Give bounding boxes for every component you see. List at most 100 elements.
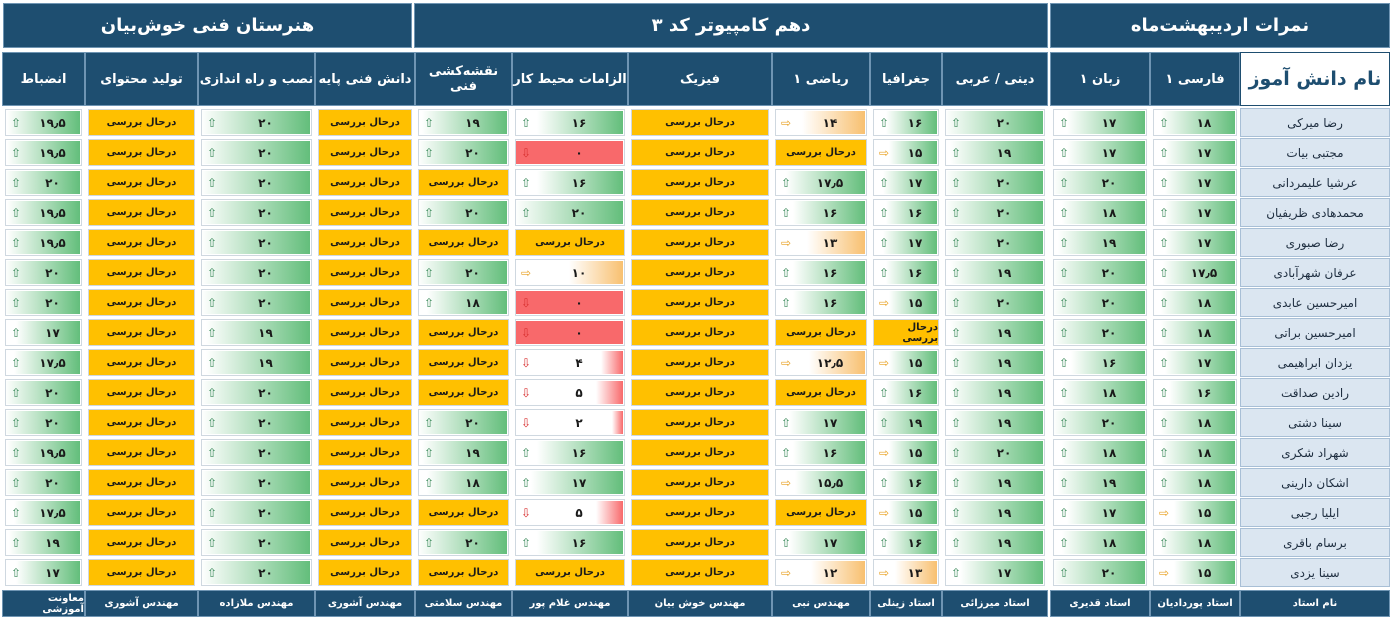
grade-cell-naghshe[interactable]: درحال بررسی [418, 169, 509, 196]
grade-cell-riazi[interactable]: ⇨ ۱۲ [775, 559, 867, 586]
grade-cell-farsi[interactable]: ⇧ ۱۷ [1153, 229, 1237, 256]
grade-cell-fizik[interactable]: درحال بررسی [631, 499, 769, 526]
grade-cell-fizik[interactable]: درحال بررسی [631, 169, 769, 196]
grade-cell-fizik[interactable]: درحال بررسی [631, 289, 769, 316]
grade-cell-naghshe[interactable]: درحال بررسی [418, 349, 509, 376]
grade-cell-enzebat[interactable]: ⇧ ۱۷٫۵ [5, 499, 82, 526]
grade-cell-enzebat[interactable]: ⇧ ۲۰ [5, 379, 82, 406]
grade-cell-joghrafia[interactable]: ⇨ ۱۵ [873, 289, 939, 316]
grade-cell-dini[interactable]: ⇧ ۲۰ [945, 109, 1045, 136]
grade-cell-enzebat[interactable]: ⇧ ۱۹٫۵ [5, 229, 82, 256]
grade-cell-joghrafia[interactable]: ⇨ ۱۵ [873, 139, 939, 166]
grade-cell-zaban[interactable]: ⇧ ۲۰ [1053, 169, 1147, 196]
grade-cell-nasb[interactable]: ⇧ ۲۰ [201, 169, 312, 196]
column-header-tolid[interactable]: تولید محتوای [85, 52, 198, 106]
grade-cell-danesh[interactable]: درحال بررسی [318, 379, 412, 406]
grade-cell-zaban[interactable]: ⇧ ۱۷ [1053, 499, 1147, 526]
grade-cell-riazi[interactable]: ⇧ ۱۶ [775, 439, 867, 466]
grade-cell-riazi[interactable]: ⇨ ۱۲٫۵ [775, 349, 867, 376]
grade-cell-joghrafia[interactable]: ⇨ ۱۵ [873, 499, 939, 526]
grade-cell-nasb[interactable]: ⇧ ۲۰ [201, 469, 312, 496]
grade-cell-naghshe[interactable]: ⇧ ۱۸ [418, 289, 509, 316]
grade-cell-danesh[interactable]: درحال بررسی [318, 529, 412, 556]
grade-cell-elzamat[interactable]: ⇧ ۱۶ [515, 169, 625, 196]
grade-cell-zaban[interactable]: ⇧ ۲۰ [1053, 259, 1147, 286]
grade-cell-farsi[interactable]: ⇨ ۱۵ [1153, 559, 1237, 586]
grade-cell-nasb[interactable]: ⇧ ۲۰ [201, 559, 312, 586]
grade-cell-danesh[interactable]: درحال بررسی [318, 229, 412, 256]
grade-cell-joghrafia[interactable]: ⇧ ۱۹ [873, 409, 939, 436]
grade-cell-dini[interactable]: ⇧ ۱۹ [945, 349, 1045, 376]
grade-cell-danesh[interactable]: درحال بررسی [318, 559, 412, 586]
column-header-elzamat[interactable]: الزامات محیط کار [512, 52, 628, 106]
grade-cell-nasb[interactable]: ⇧ ۲۰ [201, 199, 312, 226]
grade-cell-danesh[interactable]: درحال بررسی [318, 109, 412, 136]
grade-cell-dini[interactable]: ⇧ ۲۰ [945, 199, 1045, 226]
grade-cell-danesh[interactable]: درحال بررسی [318, 139, 412, 166]
grade-cell-enzebat[interactable]: ⇧ ۲۰ [5, 169, 82, 196]
grade-cell-fizik[interactable]: درحال بررسی [631, 229, 769, 256]
grade-cell-danesh[interactable]: درحال بررسی [318, 469, 412, 496]
grade-cell-riazi[interactable]: ⇧ ۱۷٫۵ [775, 169, 867, 196]
column-header-nasb[interactable]: نصب و راه اندازی [198, 52, 315, 106]
grade-cell-joghrafia[interactable]: درحال بررسی [873, 319, 939, 346]
grade-cell-fizik[interactable]: درحال بررسی [631, 319, 769, 346]
grade-cell-enzebat[interactable]: ⇧ ۱۷ [5, 559, 82, 586]
grade-cell-elzamat[interactable]: ⇩ ۵ [515, 499, 625, 526]
grade-cell-farsi[interactable]: ⇧ ۱۸ [1153, 439, 1237, 466]
grade-cell-nasb[interactable]: ⇧ ۲۰ [201, 289, 312, 316]
grade-cell-nasb[interactable]: ⇧ ۲۰ [201, 229, 312, 256]
grade-cell-dini[interactable]: ⇧ ۲۰ [945, 229, 1045, 256]
grade-cell-tolid[interactable]: درحال بررسی [88, 169, 195, 196]
grade-cell-elzamat[interactable]: درحال بررسی [515, 229, 625, 256]
grade-cell-enzebat[interactable]: ⇧ ۲۰ [5, 259, 82, 286]
grade-cell-naghshe[interactable]: ⇧ ۲۰ [418, 139, 509, 166]
grade-cell-elzamat[interactable]: ⇧ ۱۷ [515, 469, 625, 496]
grade-cell-farsi[interactable]: ⇧ ۱۸ [1153, 469, 1237, 496]
column-header-farsi[interactable]: فارسی ۱ [1150, 52, 1240, 106]
grade-cell-tolid[interactable]: درحال بررسی [88, 319, 195, 346]
grade-cell-elzamat[interactable]: ⇧ ۱۶ [515, 109, 625, 136]
grade-cell-tolid[interactable]: درحال بررسی [88, 109, 195, 136]
grade-cell-nasb[interactable]: ⇧ ۲۰ [201, 499, 312, 526]
grade-cell-nasb[interactable]: ⇧ ۱۹ [201, 349, 312, 376]
grade-cell-danesh[interactable]: درحال بررسی [318, 259, 412, 286]
grade-cell-nasb[interactable]: ⇧ ۲۰ [201, 409, 312, 436]
grade-cell-riazi[interactable]: درحال بررسی [775, 139, 867, 166]
grade-cell-nasb[interactable]: ⇧ ۲۰ [201, 139, 312, 166]
grade-cell-dini[interactable]: ⇧ ۲۰ [945, 169, 1045, 196]
grade-cell-riazi[interactable]: ⇧ ۱۷ [775, 409, 867, 436]
grade-cell-tolid[interactable]: درحال بررسی [88, 409, 195, 436]
grade-cell-naghshe[interactable]: ⇧ ۲۰ [418, 529, 509, 556]
grade-cell-nasb[interactable]: ⇧ ۲۰ [201, 439, 312, 466]
grade-cell-joghrafia[interactable]: ⇧ ۱۶ [873, 109, 939, 136]
grade-cell-elzamat[interactable]: ⇩ ۲ [515, 409, 625, 436]
grade-cell-zaban[interactable]: ⇧ ۲۰ [1053, 319, 1147, 346]
grade-cell-enzebat[interactable]: ⇧ ۱۹٫۵ [5, 109, 82, 136]
grade-cell-elzamat[interactable]: ⇩ ۰ [515, 139, 625, 166]
grade-cell-tolid[interactable]: درحال بررسی [88, 349, 195, 376]
grade-cell-farsi[interactable]: ⇧ ۱۸ [1153, 109, 1237, 136]
grade-cell-joghrafia[interactable]: ⇧ ۱۷ [873, 169, 939, 196]
grade-cell-farsi[interactable]: ⇧ ۱۸ [1153, 289, 1237, 316]
grade-cell-riazi[interactable]: ⇧ ۱۷ [775, 529, 867, 556]
grade-cell-elzamat[interactable]: درحال بررسی [515, 559, 625, 586]
grade-cell-naghshe[interactable]: ⇧ ۲۰ [418, 199, 509, 226]
grade-cell-enzebat[interactable]: ⇧ ۱۹٫۵ [5, 139, 82, 166]
grade-cell-enzebat[interactable]: ⇧ ۲۰ [5, 289, 82, 316]
grade-cell-riazi[interactable]: ⇨ ۱۴ [775, 109, 867, 136]
grade-cell-dini[interactable]: ⇧ ۱۹ [945, 409, 1045, 436]
grade-cell-danesh[interactable]: درحال بررسی [318, 289, 412, 316]
grade-cell-dini[interactable]: ⇧ ۱۹ [945, 259, 1045, 286]
grade-cell-nasb[interactable]: ⇧ ۱۹ [201, 319, 312, 346]
grade-cell-danesh[interactable]: درحال بررسی [318, 169, 412, 196]
grade-cell-enzebat[interactable]: ⇧ ۱۷ [5, 319, 82, 346]
grade-cell-fizik[interactable]: درحال بررسی [631, 469, 769, 496]
grade-cell-joghrafia[interactable]: ⇨ ۱۵ [873, 349, 939, 376]
grade-cell-danesh[interactable]: درحال بررسی [318, 499, 412, 526]
grade-cell-elzamat[interactable]: ⇩ ۰ [515, 289, 625, 316]
grade-cell-tolid[interactable]: درحال بررسی [88, 379, 195, 406]
grade-cell-zaban[interactable]: ⇧ ۱۸ [1053, 529, 1147, 556]
grade-cell-fizik[interactable]: درحال بررسی [631, 199, 769, 226]
grade-cell-enzebat[interactable]: ⇧ ۱۹ [5, 529, 82, 556]
